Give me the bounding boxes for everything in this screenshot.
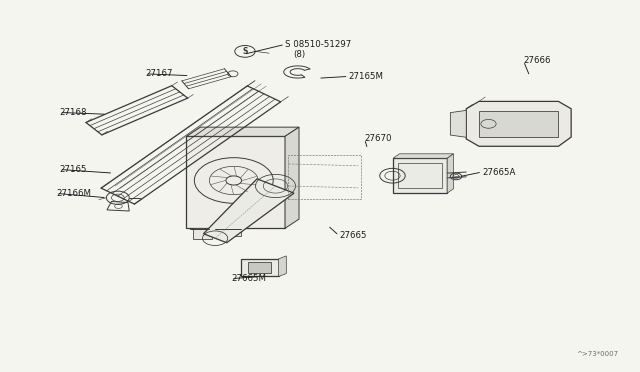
Polygon shape xyxy=(451,110,467,137)
Polygon shape xyxy=(248,262,271,273)
Polygon shape xyxy=(193,228,212,238)
Polygon shape xyxy=(218,228,241,235)
Text: 27166M: 27166M xyxy=(56,189,91,198)
Text: 27167: 27167 xyxy=(145,69,173,78)
Polygon shape xyxy=(278,256,286,276)
Text: 27168: 27168 xyxy=(60,108,87,117)
Text: ^>73*0007: ^>73*0007 xyxy=(577,351,619,357)
Text: 27165: 27165 xyxy=(60,165,87,174)
Text: 27665A: 27665A xyxy=(482,167,515,177)
Text: (8): (8) xyxy=(293,50,305,59)
Text: S: S xyxy=(243,47,248,56)
Polygon shape xyxy=(393,158,447,193)
Polygon shape xyxy=(186,137,285,228)
Polygon shape xyxy=(186,127,299,137)
Polygon shape xyxy=(285,127,299,228)
Text: 27665M: 27665M xyxy=(231,274,266,283)
Text: 27165M: 27165M xyxy=(349,72,383,81)
Polygon shape xyxy=(447,154,454,193)
Polygon shape xyxy=(479,110,559,137)
Polygon shape xyxy=(393,154,454,158)
Text: 27665: 27665 xyxy=(339,231,367,240)
Polygon shape xyxy=(204,179,294,243)
Text: 27666: 27666 xyxy=(524,57,551,65)
Polygon shape xyxy=(241,259,278,276)
Text: 27670: 27670 xyxy=(365,134,392,144)
Polygon shape xyxy=(467,102,571,146)
Text: S 08510-51297: S 08510-51297 xyxy=(285,40,351,49)
